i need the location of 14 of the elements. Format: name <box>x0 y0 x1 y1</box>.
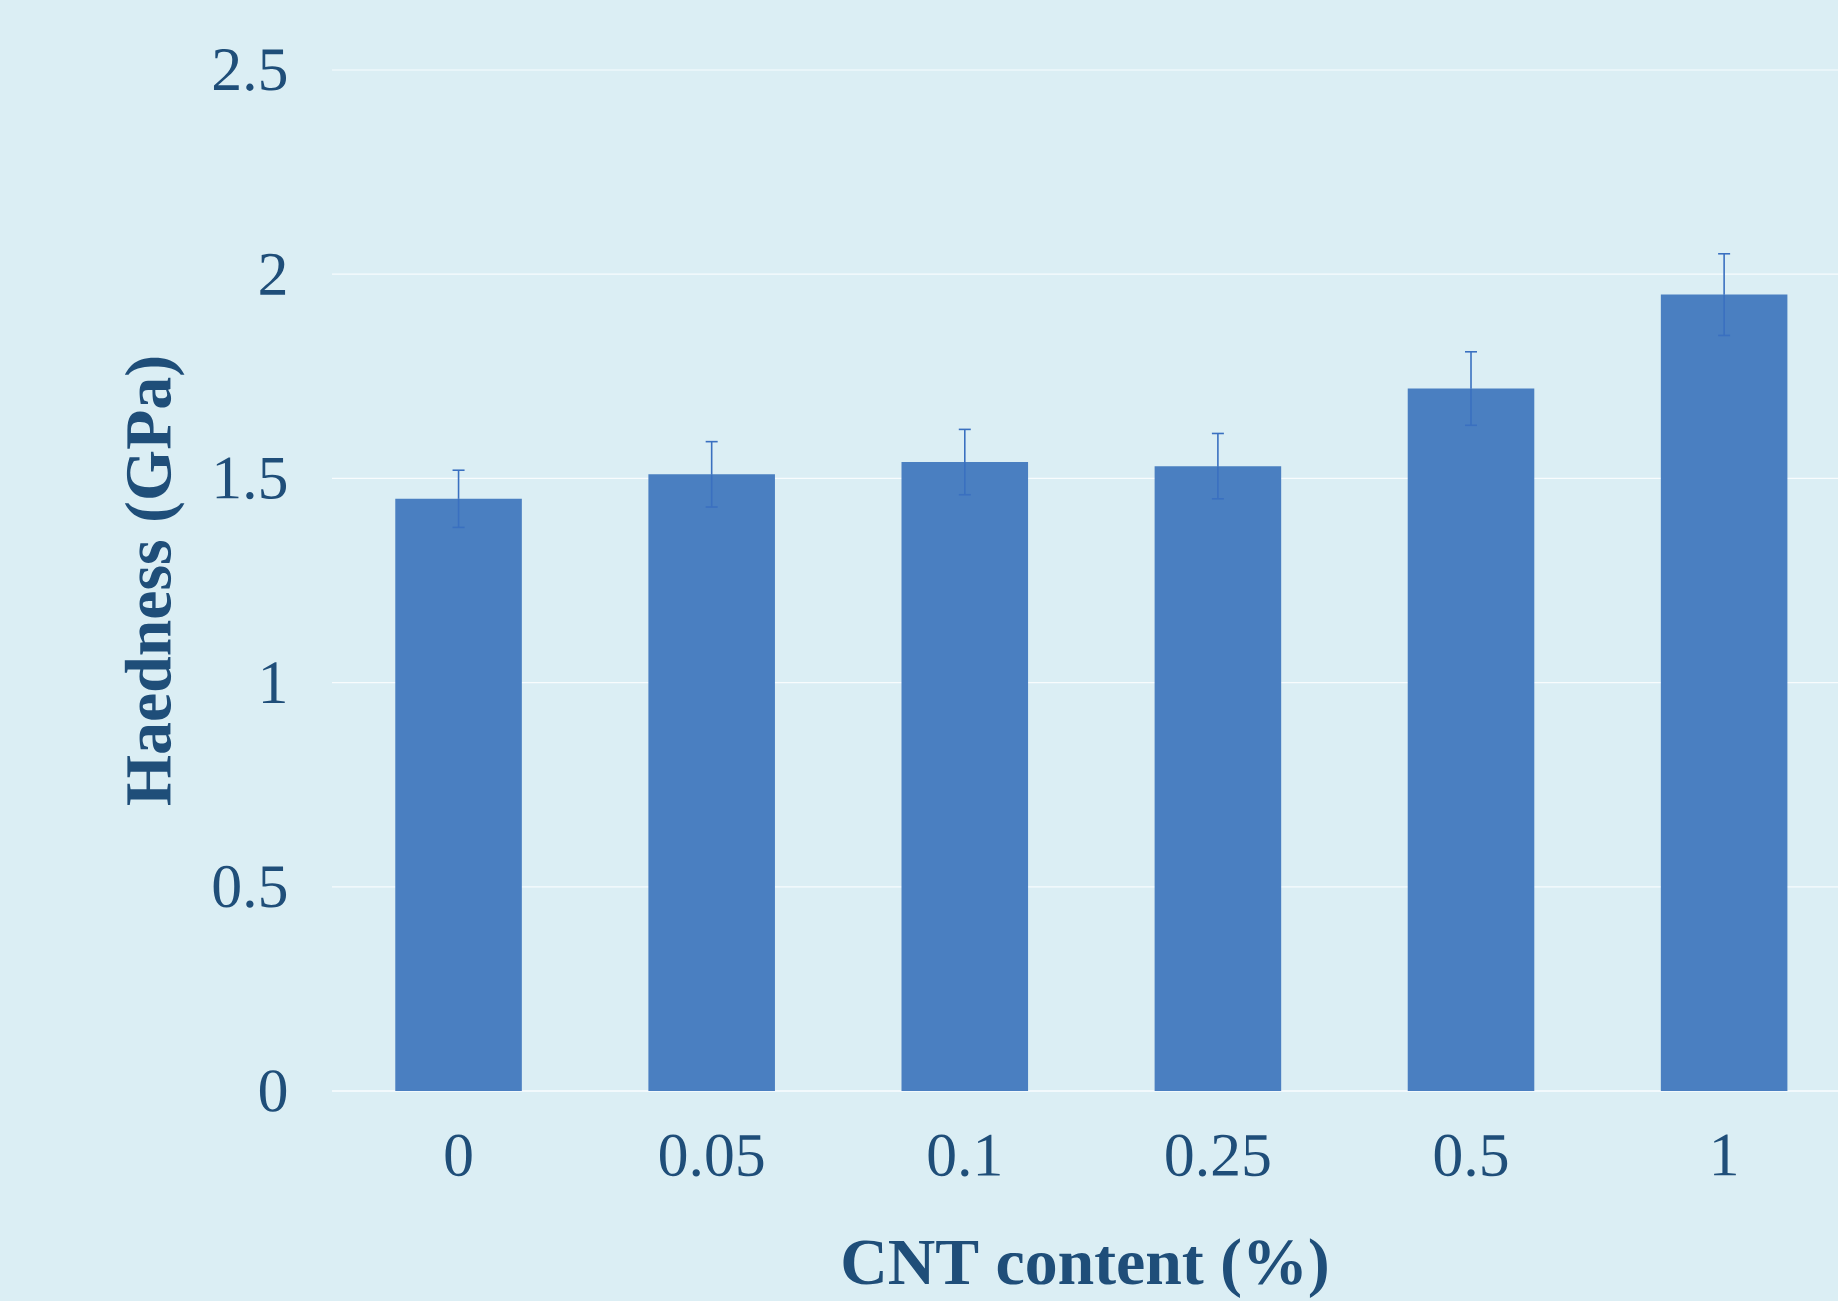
y-tick-label: 0.5 <box>213 865 287 908</box>
x-axis-title: CNT content (%) <box>843 1238 1327 1298</box>
y-tick-label: 1 <box>263 662 285 703</box>
x-tick-label: 1 <box>1714 1134 1736 1176</box>
x-tick-label: 0.1 <box>928 1134 1000 1177</box>
y-axis-title: Haedness (GPa) <box>124 357 185 805</box>
x-tick-label: 0.25 <box>1166 1134 1270 1177</box>
x-tick-label: 0.05 <box>659 1134 764 1177</box>
x-tick-label: 0.5 <box>1434 1134 1508 1177</box>
x-tick-label: 0 <box>445 1134 472 1177</box>
y-tick-label: 2 <box>260 253 286 295</box>
y-tick-label: 0 <box>259 1070 287 1112</box>
y-tick-label: 2.5 <box>213 49 287 91</box>
y-tick-label: 1.5 <box>216 457 287 500</box>
